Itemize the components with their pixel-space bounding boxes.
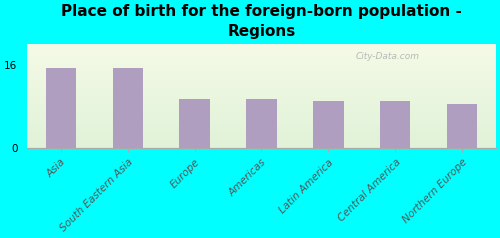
Bar (380, 101, 410, 148)
Text: City-Data.com: City-Data.com (355, 52, 419, 61)
Bar (112, 68, 142, 148)
Title: Place of birth for the foreign-born population -
Regions: Place of birth for the foreign-born popu… (61, 4, 462, 39)
Bar (46, 68, 76, 148)
Bar (314, 101, 344, 148)
Bar (246, 99, 276, 148)
Bar (180, 99, 210, 148)
Bar (448, 104, 478, 148)
